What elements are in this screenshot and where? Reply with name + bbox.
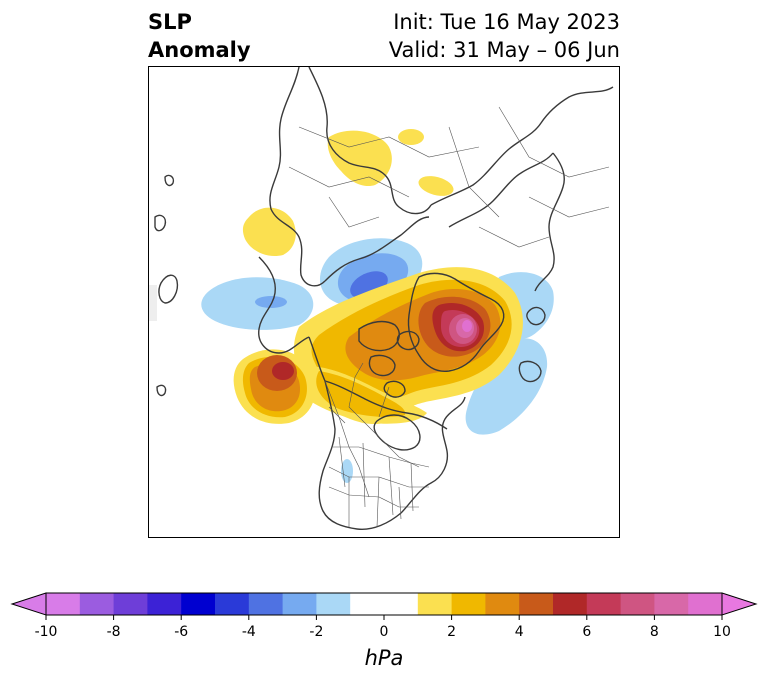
title-line-2: Anomaly xyxy=(148,38,251,62)
colorbar-cell xyxy=(147,593,182,615)
init-date: Init: Tue 16 May 2023 xyxy=(393,10,620,34)
colorbar-cell xyxy=(282,593,317,615)
colorbar-cell xyxy=(620,593,655,615)
colorbar-tick-label: 8 xyxy=(649,624,659,640)
colorbar-cell xyxy=(417,593,453,615)
valid-dates: Valid: 31 May – 06 Jun xyxy=(388,38,620,62)
colorbar-tick-label: -4 xyxy=(241,624,256,640)
colorbar-tick-label: -8 xyxy=(106,624,121,640)
colorbar-extend-low xyxy=(10,592,47,616)
colorbar-cells xyxy=(46,593,723,615)
anomaly-fill-magenta xyxy=(462,320,472,332)
colorbar-cell xyxy=(586,593,622,615)
title-line-1: SLP xyxy=(148,10,192,34)
colorbar-extend-high xyxy=(721,592,758,616)
colorbar-cell xyxy=(46,593,81,615)
anomaly-map xyxy=(149,67,619,537)
colorbar-cell xyxy=(688,593,723,615)
colorbar-ticks xyxy=(45,615,723,620)
colorbar-tick-label: -6 xyxy=(174,624,189,640)
colorbar-tick-label: 10 xyxy=(713,624,731,640)
missing-data-strip xyxy=(149,285,157,321)
map-panel xyxy=(148,66,620,538)
colorbar-cell xyxy=(215,593,250,615)
colorbar-cell xyxy=(79,593,115,615)
anomaly-fill-yellow xyxy=(398,129,424,145)
anomaly-fill-red xyxy=(272,362,294,380)
colorbar-cell xyxy=(485,593,520,615)
colorbar-cell xyxy=(553,593,588,615)
colorbar-tick-label: 4 xyxy=(514,624,524,640)
colorbar-cell xyxy=(248,593,284,615)
anomaly-fill-light-blue xyxy=(465,338,548,435)
colorbar xyxy=(10,592,758,620)
colorbar-cell xyxy=(654,593,689,615)
map-title: SLP Anomaly xyxy=(148,8,251,64)
colorbar-tick-label: 2 xyxy=(447,624,457,640)
anomaly-fill-yellow xyxy=(242,207,296,257)
colorbar-cell xyxy=(451,593,486,615)
colorbar-tick-label: 0 xyxy=(379,624,389,640)
colorbar-tick-label: -2 xyxy=(309,624,324,640)
country-borders xyxy=(288,106,610,528)
colorbar-cell xyxy=(316,593,351,615)
coastlines xyxy=(154,67,614,530)
colorbar-cell xyxy=(350,593,419,615)
colorbar-unit-label: hPa xyxy=(364,646,404,670)
colorbar-cell xyxy=(113,593,148,615)
anomaly-fill-yellow xyxy=(418,176,454,196)
colorbar-cell xyxy=(519,593,554,615)
colorbar-tick-label: 6 xyxy=(582,624,592,640)
anomaly-fill-mid-blue xyxy=(255,296,287,308)
colorbar-cell xyxy=(181,593,216,615)
map-dates: Init: Tue 16 May 2023 Valid: 31 May – 06… xyxy=(389,8,620,64)
anomaly-fill-yellow xyxy=(327,130,392,187)
colorbar-tick-label: -10 xyxy=(34,624,58,640)
